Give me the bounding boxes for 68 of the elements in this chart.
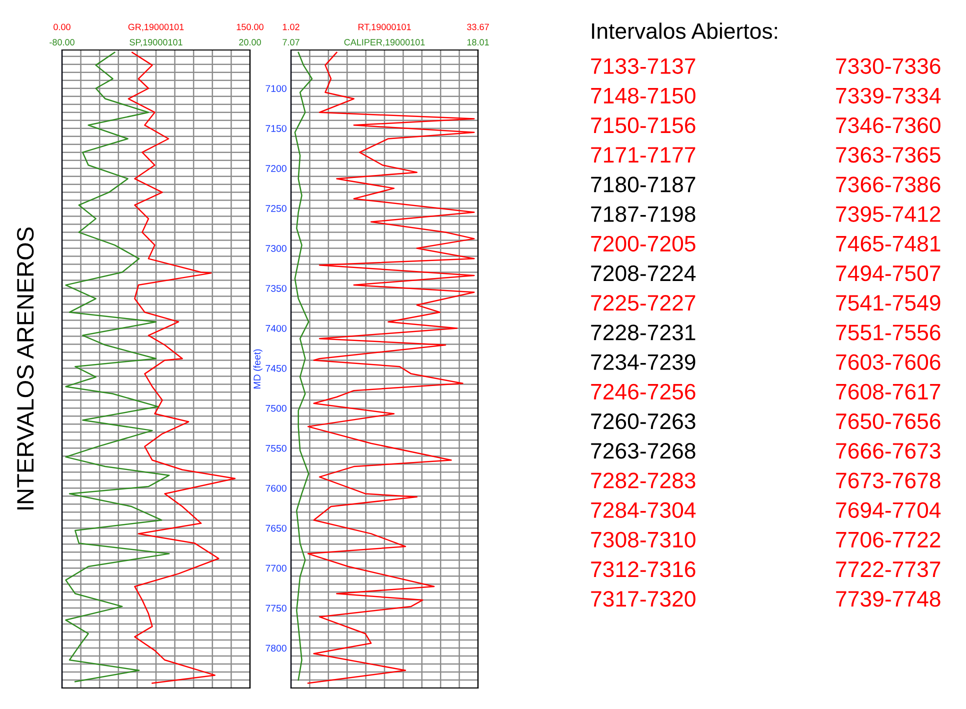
y-tick-label: 7350 xyxy=(266,284,286,292)
text: 7395-7412 xyxy=(836,206,940,222)
y-tick-label: 7100 xyxy=(266,85,286,92)
text: 7366-7386 xyxy=(836,176,940,192)
text: 7148-7150 xyxy=(591,88,696,104)
text: 7263-7268 xyxy=(591,443,696,459)
text: 7694-7704 xyxy=(836,502,941,518)
x-tick-label: 0.00 xyxy=(54,24,70,30)
text: RT,19000101 xyxy=(358,24,411,32)
y-axis-title: MD (feet) xyxy=(253,349,262,388)
text: 7706-7722 xyxy=(836,532,940,548)
text: 7363-7365 xyxy=(836,147,940,163)
y-tick-label: 7550 xyxy=(266,444,286,452)
x-tick-label: 150.00 xyxy=(236,24,264,30)
text: 7551-7556 xyxy=(836,324,940,340)
text: 7673-7678 xyxy=(836,472,940,488)
text: 7187-7198 xyxy=(591,206,696,222)
y-tick-label: 7200 xyxy=(266,165,286,172)
text: 7228-7231 xyxy=(591,324,696,340)
y-tick-label: 7600 xyxy=(266,484,286,492)
y-tick-label: 7400 xyxy=(266,324,286,332)
text: 7150-7156 xyxy=(591,117,696,134)
x2-tick-label: 20.00 xyxy=(239,39,261,46)
y-tick-label: 7300 xyxy=(266,245,286,252)
text: 7346-7360 xyxy=(836,117,940,134)
text: 7284-7304 xyxy=(591,502,696,518)
text: 7739-7748 xyxy=(836,591,940,607)
y-tick-label: 7500 xyxy=(266,404,286,412)
y-tick-label: 7250 xyxy=(266,205,286,212)
text: 7722-7737 xyxy=(836,561,940,578)
text: 7308-7310 xyxy=(591,532,696,548)
text: 7603-7606 xyxy=(836,354,940,370)
text: 7180-7187 xyxy=(591,176,696,192)
text: 7465-7481 xyxy=(836,236,940,252)
text: 7234-7239 xyxy=(591,354,696,370)
text: 7339-7334 xyxy=(836,88,941,104)
text: 7312-7316 xyxy=(591,561,696,578)
text: 7133-7137 xyxy=(591,58,696,74)
text: CALIPER,19000101 xyxy=(344,39,425,47)
x-tick-label: 33.67 xyxy=(467,24,489,30)
x2-tick-label: -80.00 xyxy=(50,39,74,46)
y-tick-label: 7650 xyxy=(266,524,286,532)
text: 7246-7256 xyxy=(591,384,696,400)
text: 7317-7320 xyxy=(591,591,696,607)
text: 7200-7205 xyxy=(591,236,696,252)
y-tick-label: 7150 xyxy=(266,125,286,132)
text: 7330-7336 xyxy=(836,58,940,74)
text: 7494-7507 xyxy=(836,265,940,282)
text: 7282-7283 xyxy=(591,472,696,488)
y-axis-title: INTERVALOS ARENEROS xyxy=(17,227,34,510)
text: Intervalos Abiertos: xyxy=(592,22,777,39)
y-tick-label: 7800 xyxy=(266,644,286,652)
text: 7666-7673 xyxy=(836,443,940,459)
x2-tick-label: 18.01 xyxy=(467,39,489,46)
text: 7171-7177 xyxy=(591,147,696,163)
y-tick-label: 7700 xyxy=(266,564,286,572)
text: 7608-7617 xyxy=(836,384,940,400)
text: 7225-7227 xyxy=(591,295,696,311)
text: 7208-7224 xyxy=(591,265,696,282)
x2-tick-label: 7.07 xyxy=(282,39,300,46)
text: 7541-7549 xyxy=(836,295,940,311)
text: GR,19000101 xyxy=(128,24,184,32)
text: 7260-7263 xyxy=(591,413,696,430)
x-tick-label: 1.02 xyxy=(282,24,300,30)
series-label: SP,19000101 xyxy=(130,39,182,47)
text: 7650-7656 xyxy=(836,413,940,430)
y-tick-label: 7750 xyxy=(266,604,286,612)
y-tick-label: 7450 xyxy=(266,364,286,372)
